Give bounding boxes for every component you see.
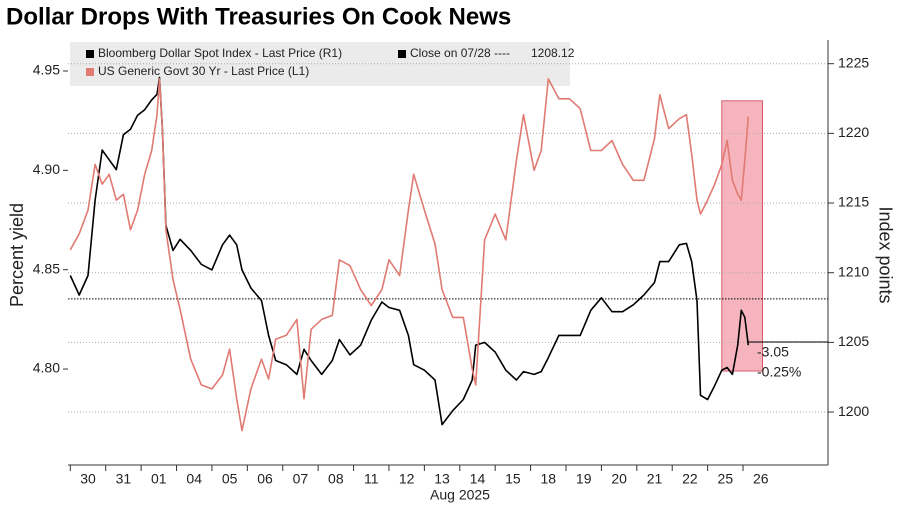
y-tick-label: 4.95	[33, 62, 60, 78]
annotation: -0.25%	[757, 364, 801, 380]
x-tick-label: 04	[186, 471, 202, 487]
series-line	[69, 76, 750, 426]
y-axis-title: Percent yield	[7, 203, 27, 307]
annotation: -3.05	[757, 344, 789, 360]
y2-tick-label: 1200	[838, 403, 869, 419]
legend-value: 1208.12	[531, 46, 575, 60]
chart-title: Dollar Drops With Treasuries On Cook New…	[6, 3, 511, 30]
y-tick-label: 4.90	[33, 161, 60, 177]
series-line	[69, 78, 750, 432]
x-tick-label: 25	[718, 471, 734, 487]
y-tick-label: 4.85	[33, 260, 60, 276]
legend-swatch	[86, 50, 94, 58]
x-tick-label: 15	[505, 471, 521, 487]
legend-label: US Generic Govt 30 Yr - Last Price (L1)	[98, 64, 309, 78]
x-tick-label: 18	[540, 471, 556, 487]
x-tick-label: 31	[116, 471, 132, 487]
y-tick-label: 4.80	[33, 360, 60, 376]
x-tick-label: 26	[753, 471, 769, 487]
x-tick-label: 11	[364, 471, 379, 487]
x-tick-label: 06	[257, 471, 273, 487]
x-tick-label: 01	[151, 471, 167, 487]
y2-tick-label: 1225	[838, 54, 869, 70]
x-tick-label: 13	[434, 471, 450, 487]
legend-swatch	[398, 50, 406, 58]
x-tick-label: 14	[470, 471, 486, 487]
legend-label: Close on 07/28 ----	[410, 46, 510, 60]
legend-swatch	[86, 68, 94, 76]
x-axis-title: Aug 2025	[430, 487, 490, 503]
y2-tick-label: 1220	[838, 124, 869, 140]
x-tick-label: 05	[222, 471, 238, 487]
y2-axis-title: Index points	[875, 206, 895, 303]
x-tick-label: 20	[611, 471, 627, 487]
x-tick-label: 08	[328, 471, 344, 487]
legend-label: Bloomberg Dollar Spot Index - Last Price…	[98, 46, 342, 60]
x-tick-label: 30	[80, 471, 96, 487]
x-tick-label: 22	[682, 471, 698, 487]
y2-tick-label: 1210	[838, 263, 869, 279]
y2-tick-label: 1205	[838, 333, 869, 349]
x-tick-label: 21	[647, 471, 663, 487]
y2-tick-label: 1215	[838, 194, 869, 210]
x-tick-label: 07	[293, 471, 309, 487]
x-tick-label: 19	[576, 471, 592, 487]
x-tick-label: 12	[399, 471, 415, 487]
